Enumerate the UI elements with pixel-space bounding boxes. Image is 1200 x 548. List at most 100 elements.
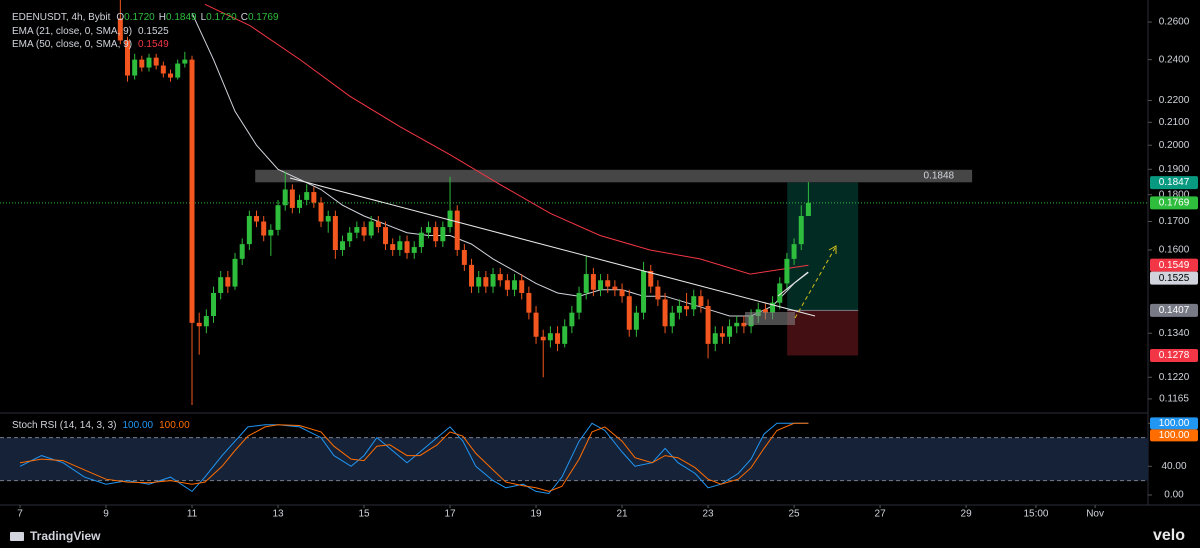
candle-body bbox=[168, 73, 174, 78]
legend-key: L bbox=[201, 12, 207, 23]
legend-key: C bbox=[241, 12, 248, 23]
zone-label: 0.1848 bbox=[924, 171, 955, 182]
candle-body bbox=[375, 221, 381, 228]
candle-body bbox=[547, 333, 553, 341]
price-tag bbox=[1150, 196, 1198, 210]
candle-body bbox=[727, 326, 733, 337]
candle-body bbox=[612, 286, 618, 290]
x-tick-label: 9 bbox=[103, 509, 109, 520]
legend-key: O bbox=[116, 12, 124, 23]
x-tick-label: 25 bbox=[789, 509, 801, 520]
candle-body bbox=[211, 292, 217, 317]
candle-body bbox=[196, 322, 202, 327]
ema-line bbox=[191, 12, 809, 317]
x-tick-label: 11 bbox=[187, 509, 198, 520]
stoch-band bbox=[0, 437, 1148, 481]
candle-body bbox=[397, 241, 403, 250]
symbol: EDENUSDT, 4h, Bybit bbox=[12, 12, 111, 23]
candle-body bbox=[469, 264, 475, 287]
candle-body bbox=[426, 227, 432, 233]
candle-body bbox=[719, 333, 725, 337]
stoch-tag bbox=[1150, 429, 1198, 442]
candle-body bbox=[762, 309, 768, 313]
y-tick-label: 0.1220 bbox=[1159, 372, 1190, 383]
candle-body bbox=[361, 227, 367, 236]
candle-body bbox=[605, 280, 611, 287]
legend-key: H bbox=[159, 12, 166, 23]
candle-body bbox=[540, 336, 546, 341]
legend-row: EDENUSDT, 4h, Bybit O0.1720 H0.1849 L0.1720… bbox=[12, 12, 279, 23]
candle-body bbox=[275, 205, 281, 230]
candle-body bbox=[189, 59, 195, 323]
candle-body bbox=[705, 306, 711, 344]
candle-body bbox=[440, 227, 446, 242]
candle-body bbox=[598, 280, 604, 290]
y-tick-label: 0.1900 bbox=[1159, 164, 1190, 175]
resistance-zone bbox=[255, 169, 973, 183]
candle-body bbox=[203, 316, 209, 327]
y-tick-label: 0.2200 bbox=[1159, 95, 1190, 106]
candle-body bbox=[117, 18, 123, 41]
y-tick-label: 0.1700 bbox=[1159, 216, 1190, 227]
candle-body bbox=[526, 292, 532, 313]
stoch-pane bbox=[0, 422, 1148, 495]
indicator-name: Stoch RSI (14, 14, 3, 3) bbox=[12, 420, 117, 431]
x-tick-label: 29 bbox=[961, 509, 973, 520]
axes: 0.2600 0.2400 0.2200 0.2100 0.2000 0.1900 0.18… bbox=[17, 17, 1198, 520]
candle-body bbox=[354, 227, 360, 233]
x-tick-label: 19 bbox=[530, 509, 542, 520]
candle-body bbox=[318, 202, 324, 222]
legend-value: 0.1769 bbox=[248, 12, 279, 23]
candle-body bbox=[583, 274, 589, 293]
legend-name: EMA (21, close, 0, SMA, 9) bbox=[12, 26, 132, 37]
x-tick-label: 17 bbox=[444, 509, 456, 520]
candle-body bbox=[218, 277, 224, 293]
watermark: velo bbox=[1153, 527, 1185, 544]
price-tag bbox=[1150, 258, 1198, 272]
drawings bbox=[289, 177, 837, 325]
candle-body bbox=[404, 241, 410, 253]
candle-body bbox=[562, 326, 568, 344]
candle-body bbox=[770, 302, 776, 313]
legend-value: 100.00 bbox=[123, 420, 154, 431]
legend-value: 100.00 bbox=[159, 420, 190, 431]
y-tick-label: 0.1165 bbox=[1159, 394, 1189, 405]
price-tag-label: 0.1847 bbox=[1159, 177, 1190, 188]
candle-body bbox=[741, 322, 747, 327]
candle-body bbox=[254, 216, 260, 222]
price-tag bbox=[1150, 271, 1198, 285]
x-tick-label: Nov bbox=[1086, 509, 1104, 520]
candle-body bbox=[160, 65, 166, 74]
candle-body bbox=[641, 270, 647, 313]
x-tick-label: 23 bbox=[703, 509, 715, 520]
brand-logo bbox=[10, 532, 24, 541]
price-tag bbox=[1150, 176, 1198, 190]
projection-arrow-head bbox=[828, 245, 837, 254]
candle-body bbox=[476, 277, 482, 287]
y-tick-label: 0.00 bbox=[1164, 490, 1184, 501]
candle-body bbox=[504, 280, 510, 290]
footer: TradingView velo bbox=[10, 527, 1185, 544]
x-tick-label: 13 bbox=[272, 509, 284, 520]
price-tag bbox=[1150, 348, 1198, 362]
price-tag-label: 0.1407 bbox=[1159, 305, 1190, 316]
candle-body bbox=[626, 296, 632, 330]
candle-body bbox=[282, 189, 288, 206]
candle-body bbox=[662, 299, 668, 327]
candle-body bbox=[805, 202, 811, 217]
stoch-tag-label: 100.00 bbox=[1159, 418, 1190, 429]
candle-body bbox=[368, 221, 374, 236]
candle-body bbox=[411, 247, 417, 253]
candle-body bbox=[734, 322, 740, 327]
legend-row: EMA (21, close, 0, SMA, 9) 0.1525 bbox=[12, 26, 169, 37]
candle-body bbox=[239, 244, 245, 259]
candle-body bbox=[175, 63, 181, 78]
price-tag bbox=[1150, 303, 1198, 317]
candle-body bbox=[669, 312, 675, 327]
candle-body bbox=[132, 59, 138, 76]
candle-body bbox=[798, 216, 804, 245]
stoch-line bbox=[19, 422, 809, 492]
legend-row: Stoch RSI (14, 14, 3, 3) 100.00 100.00 bbox=[12, 420, 190, 431]
